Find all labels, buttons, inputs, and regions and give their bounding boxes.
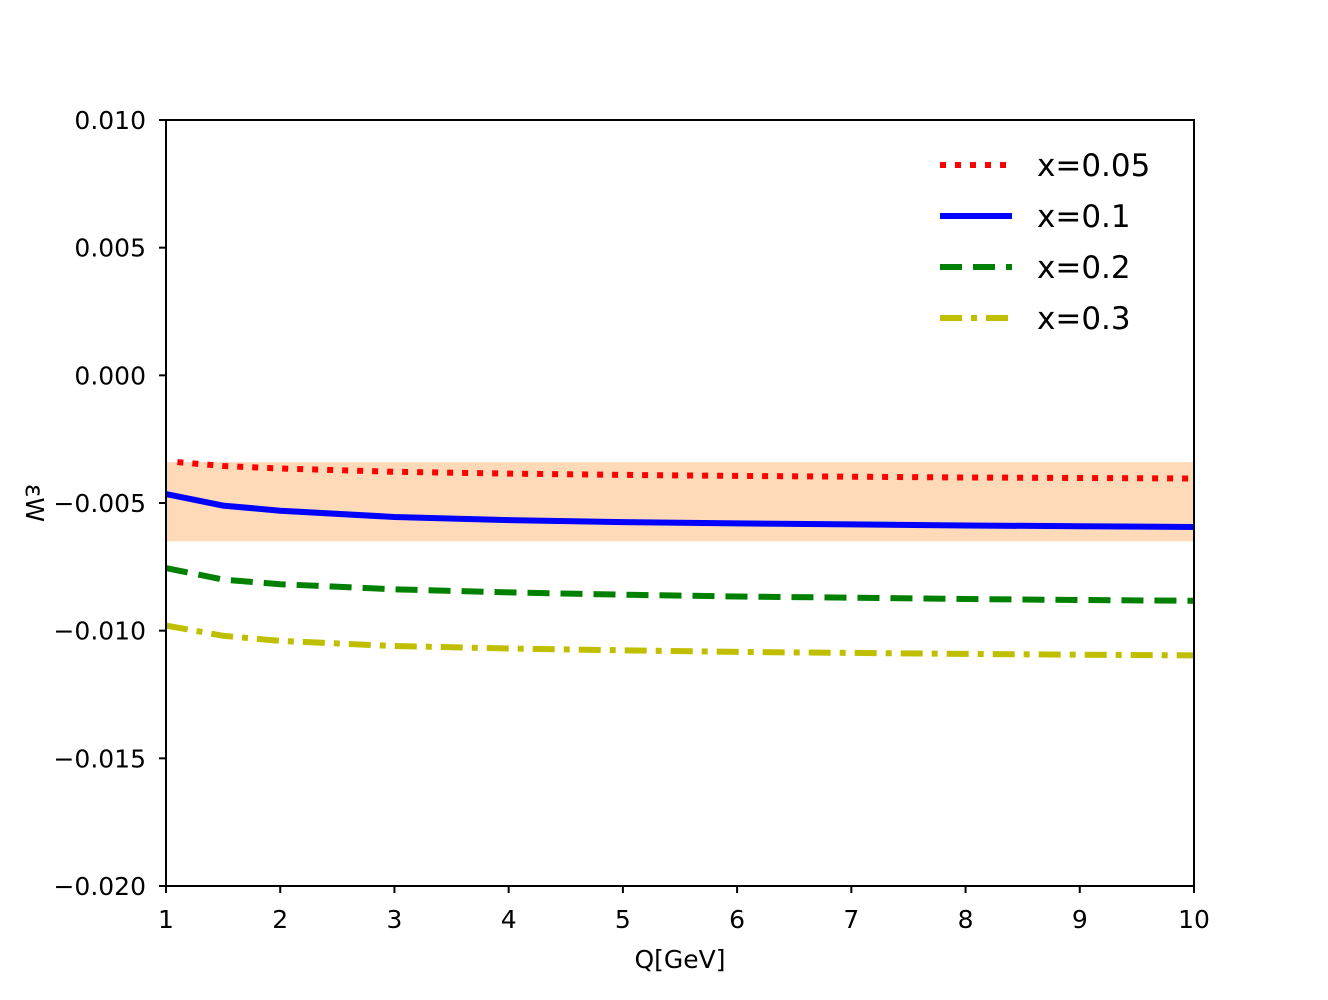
y-tick-label: −0.010 [53,617,146,646]
y-axis-title: εW [20,484,49,522]
series-line-3 [165,565,1195,604]
series-line-4 [165,622,1195,659]
legend-label-2: x=0.1 [1037,199,1131,235]
y-tick-label: −0.015 [53,744,146,773]
series-layer [165,459,1195,659]
series-line-1 [177,459,1195,482]
y-tick-label: 0.000 [74,361,146,390]
legend-label-3: x=0.2 [1037,250,1131,286]
y-tick-label: 0.005 [74,234,146,263]
series-line-2 [165,491,1195,530]
x-tick-label: 7 [843,905,859,934]
x-tick-label: 4 [501,905,517,934]
x-axis-title: Q[GeV] [634,945,725,974]
y-tick-label: 0.010 [74,106,146,135]
x-tick-label: 10 [1178,905,1210,934]
x-tick-label: 5 [615,905,631,934]
x-tick-label: 2 [272,905,288,934]
legend: x=0.05 x=0.1 x=0.2 x=0.3 [940,148,1150,337]
x-tick-label: 8 [958,905,974,934]
y-tick-label: −0.005 [53,489,146,518]
x-tick-label: 3 [386,905,402,934]
y-tick-label: −0.020 [53,872,146,901]
legend-label-4: x=0.3 [1037,301,1131,337]
x-tick-label: 1 [158,905,174,934]
x-tick-label: 9 [1072,905,1088,934]
uncertainty-band [166,462,1194,542]
x-tick-label: 6 [729,905,745,934]
legend-label-1: x=0.05 [1037,148,1150,184]
ticks-layer: 1 2 3 4 5 6 7 8 9 10 0.010 0.005 0.000 −0.005 −0.010 −0… [53,106,1209,934]
